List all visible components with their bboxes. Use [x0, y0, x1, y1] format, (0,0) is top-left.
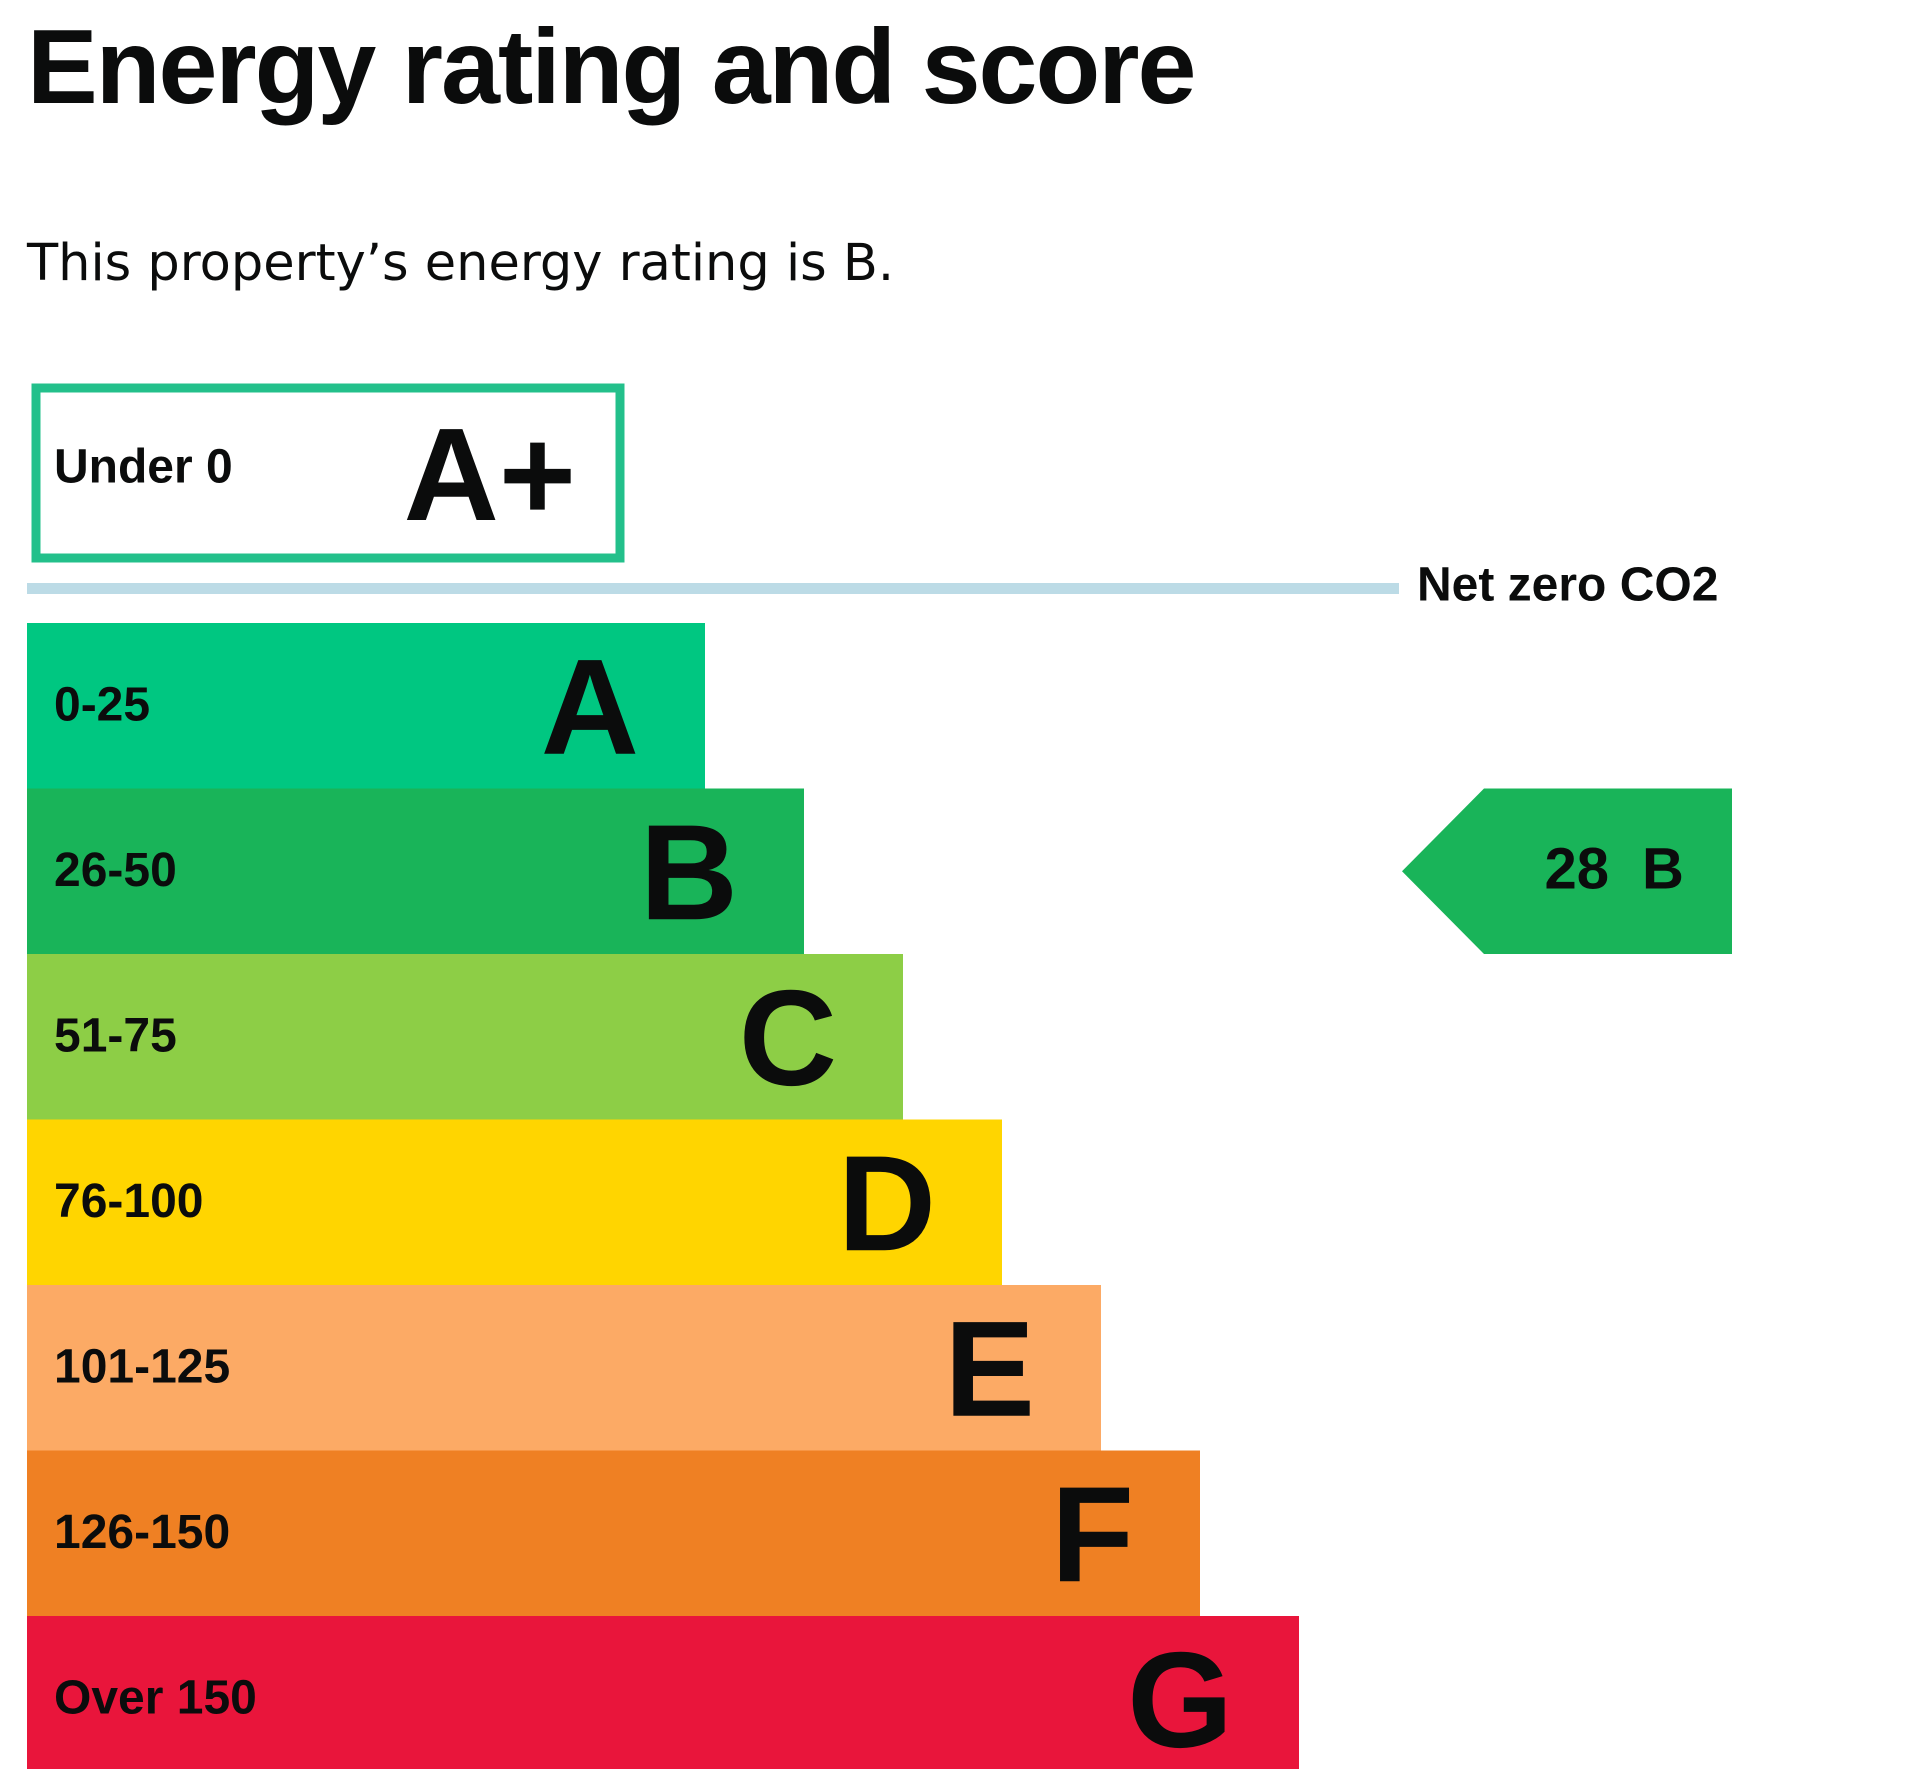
- band-c-bar: [27, 954, 903, 1121]
- band-c: 51-75 C: [27, 954, 903, 1121]
- band-a-plus-range: Under 0: [54, 441, 233, 494]
- band-f-range: 126-150: [54, 1506, 230, 1559]
- band-f-letter: F: [1051, 1458, 1134, 1610]
- band-f: 126-150 F: [27, 1450, 1200, 1617]
- band-a-plus-box: [31, 383, 625, 563]
- band-b-letter: B: [640, 796, 738, 948]
- band-c-range: 51-75: [54, 1009, 177, 1062]
- rating-bands: 0-25 A 26-50 B 51-75 C 76-100 D 101-125 E 126-150 F…: [27, 623, 1299, 1769]
- band-g-letter: G: [1127, 1624, 1233, 1769]
- current-score: 28: [1544, 837, 1609, 902]
- band-a-letter: A: [541, 631, 639, 783]
- band-d: 76-100 D: [27, 1119, 1002, 1286]
- band-b: 26-50 B: [27, 788, 804, 955]
- band-g-bar: [27, 1616, 1299, 1769]
- current-rating-arrow: [1402, 788, 1732, 954]
- band-e: 101-125 E: [27, 1285, 1101, 1452]
- current-rating-indicator: 28 B: [1402, 788, 1732, 954]
- band-a-bar: [27, 623, 705, 790]
- band-g: Over 150 G: [27, 1616, 1299, 1769]
- band-b-range: 26-50: [54, 844, 177, 897]
- band-d-letter: D: [838, 1127, 936, 1279]
- band-c-letter: C: [739, 962, 837, 1114]
- band-d-range: 76-100: [54, 1175, 203, 1228]
- band-a-plus-letter: A+: [404, 401, 576, 548]
- band-d-bar: [27, 1119, 1002, 1286]
- rating-summary: This property’s energy rating is B.: [27, 234, 895, 293]
- net-zero-marker: Net zero CO2: [27, 559, 1718, 612]
- band-g-range: Over 150: [54, 1671, 257, 1724]
- band-f-bar: [27, 1450, 1200, 1617]
- page-title: Energy rating and score: [27, 8, 1196, 126]
- band-e-letter: E: [944, 1293, 1035, 1445]
- net-zero-label: Net zero CO2: [1417, 559, 1718, 612]
- band-a: 0-25 A: [27, 623, 705, 790]
- band-e-bar: [27, 1285, 1101, 1452]
- net-zero-line: [27, 583, 1399, 594]
- band-a-range: 0-25: [54, 678, 150, 731]
- band-b-bar: [27, 788, 804, 955]
- band-a-plus: Under 0 A+: [31, 383, 625, 563]
- current-letter: B: [1642, 837, 1684, 902]
- band-e-range: 101-125: [54, 1340, 230, 1393]
